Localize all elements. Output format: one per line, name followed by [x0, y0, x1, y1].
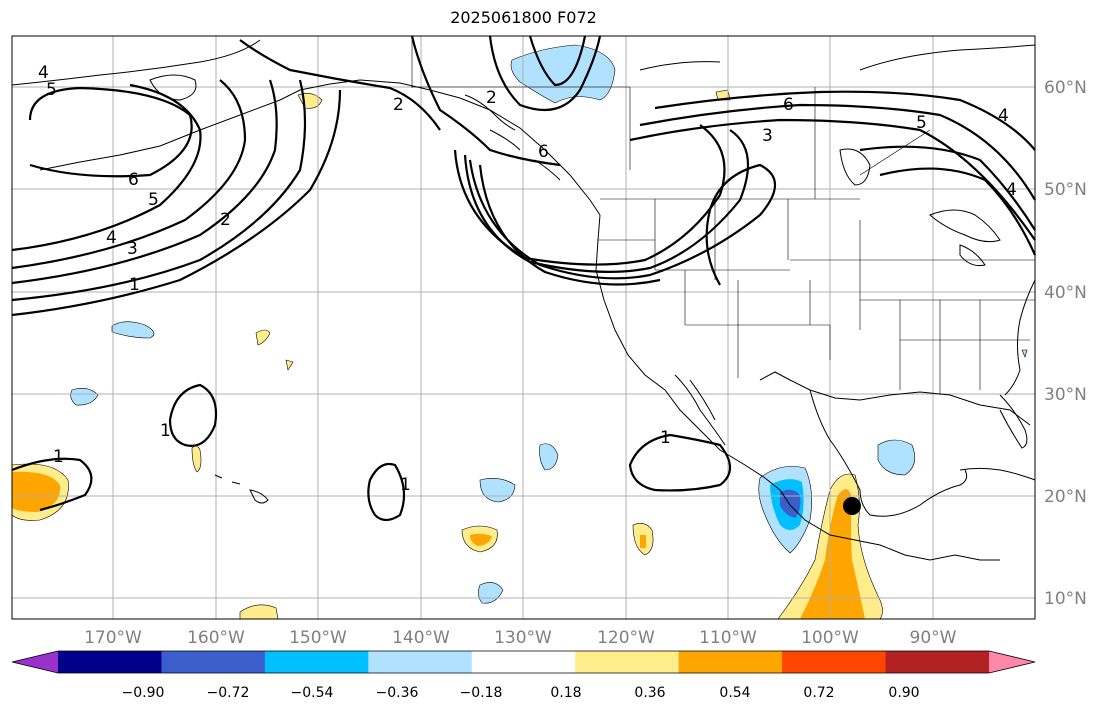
map-frame — [11, 35, 1036, 620]
contour-label: 2 — [220, 210, 231, 230]
colorbar-segment — [161, 651, 266, 673]
contour-label: 3 — [762, 126, 773, 146]
lon-label: 130°W — [494, 628, 552, 648]
lon-label: 170°W — [84, 628, 142, 648]
colorbar-tick-label: 0.36 — [634, 685, 665, 701]
colorbar-extend-low — [12, 651, 58, 673]
contour-label: 3 — [127, 239, 138, 259]
contour-label: 2 — [486, 88, 497, 108]
contour-label: 1 — [400, 475, 411, 495]
contour-label: 5 — [916, 113, 927, 133]
political-borders — [411, 36, 1035, 395]
lon-label: 140°W — [392, 628, 450, 648]
colorbar-segment — [471, 651, 576, 673]
longitude-labels: 170°W 160°W 150°W 140°W 130°W 120°W 110°… — [84, 628, 957, 648]
colorbar-segment — [678, 651, 783, 673]
contour-lines — [11, 35, 1037, 522]
contour-label: 1 — [129, 275, 140, 295]
colorbar-tick-label: 0.90 — [888, 685, 919, 701]
contour-label: 5 — [46, 80, 57, 100]
colorbar-extend-high — [989, 651, 1035, 673]
lat-label: 10°N — [1044, 589, 1087, 609]
colorbar-tick-label: 0.72 — [803, 685, 834, 701]
colorbar-segment — [264, 651, 369, 673]
colorbar-tick-label: −0.18 — [460, 685, 503, 701]
colorbar-tick-label: 0.18 — [550, 685, 581, 701]
colorbar-tick-label: 0.54 — [719, 685, 750, 701]
colorbar-tick-label: −0.90 — [122, 685, 165, 701]
lon-label: 150°W — [289, 628, 347, 648]
colorbar-tick-label: −0.72 — [207, 685, 250, 701]
colorbar-tick-label: −0.54 — [291, 685, 334, 701]
colorbar-segment — [575, 651, 680, 673]
colorbar-tick-label: −0.36 — [376, 685, 419, 701]
colorbar-segment — [58, 651, 162, 673]
contour-label: 4 — [1006, 180, 1017, 200]
map-title: 2025061800 F072 — [450, 8, 597, 27]
lat-label: 50°N — [1044, 180, 1087, 200]
contour-label: 1 — [660, 428, 671, 448]
contour-label: 6 — [783, 95, 794, 115]
lon-label: 160°W — [187, 628, 245, 648]
lon-label: 90°W — [910, 628, 957, 648]
colorbar-segment — [782, 651, 887, 673]
contour-label: 1 — [160, 421, 171, 441]
contour-label: 6 — [538, 142, 549, 162]
lat-label: 30°N — [1044, 385, 1087, 405]
lat-label: 20°N — [1044, 487, 1087, 507]
colorbar-labels: −0.90 −0.72 −0.54 −0.36 −0.18 0.18 0.36 … — [122, 685, 920, 701]
colorbar-segment — [885, 651, 990, 673]
contour-label: 6 — [128, 170, 139, 190]
contour-label: 4 — [38, 63, 49, 83]
location-marker — [843, 497, 861, 515]
contour-label: 5 — [148, 190, 159, 210]
lat-label: 40°N — [1044, 283, 1087, 303]
colorbar-segment — [368, 651, 473, 673]
contour-label: 2 — [393, 95, 404, 115]
lon-label: 110°W — [699, 628, 757, 648]
contour-label: 4 — [998, 106, 1009, 126]
latitude-labels: 60°N 50°N 40°N 30°N 20°N 10°N — [1044, 78, 1087, 609]
coastlines — [11, 39, 1036, 561]
lon-label: 100°W — [801, 628, 859, 648]
lon-label: 120°W — [597, 628, 655, 648]
contour-label: 4 — [106, 228, 117, 248]
contour-labels: 4 5 6 5 4 3 2 1 2 6 3 6 5 4 4 1 1 1 1 2 — [38, 63, 1017, 495]
colorbar-outline — [11, 650, 1036, 674]
lat-label: 60°N — [1044, 78, 1087, 98]
contour-label: 1 — [53, 447, 64, 467]
colorbar — [11, 650, 1036, 674]
